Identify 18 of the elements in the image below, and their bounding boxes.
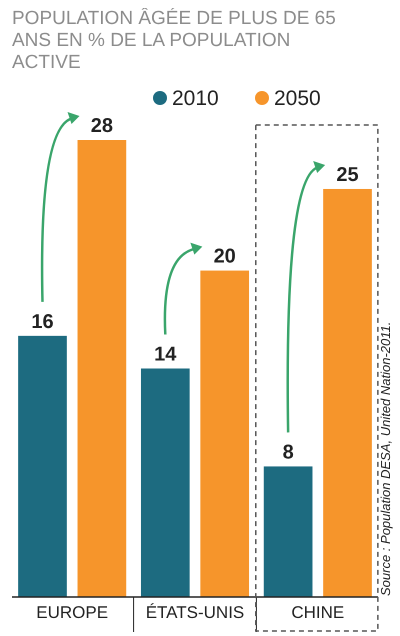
bar bbox=[140, 368, 190, 597]
legend-label: 2010 bbox=[172, 87, 219, 110]
bar bbox=[18, 336, 67, 597]
bar bbox=[264, 466, 312, 597]
data-label: 8 bbox=[282, 441, 294, 464]
data-label: 16 bbox=[31, 310, 54, 333]
data-label: 25 bbox=[336, 164, 359, 186]
data-label: 28 bbox=[90, 115, 113, 137]
bar bbox=[200, 270, 250, 597]
annotation: Source : Population DESA, United Nation-2011. bbox=[378, 322, 393, 596]
x-tick-label: ÉTATS-UNIS bbox=[146, 603, 244, 622]
bar bbox=[323, 188, 372, 597]
x-tick-label: EUROPE bbox=[36, 603, 108, 622]
legend-label: 2050 bbox=[274, 87, 321, 110]
x-tick-label: CHINE bbox=[291, 603, 344, 622]
data-label: 20 bbox=[214, 246, 236, 268]
data-label: 14 bbox=[154, 344, 178, 366]
bar bbox=[78, 140, 126, 597]
